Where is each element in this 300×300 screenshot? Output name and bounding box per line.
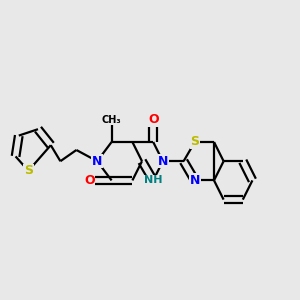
Text: N: N	[190, 174, 200, 187]
Text: S: S	[24, 164, 33, 177]
Text: N: N	[158, 155, 168, 168]
Text: O: O	[84, 174, 94, 187]
Text: O: O	[148, 113, 158, 126]
Text: N: N	[92, 155, 102, 168]
Text: S: S	[190, 136, 199, 148]
Text: NH: NH	[144, 176, 163, 185]
Text: CH₃: CH₃	[102, 115, 122, 124]
